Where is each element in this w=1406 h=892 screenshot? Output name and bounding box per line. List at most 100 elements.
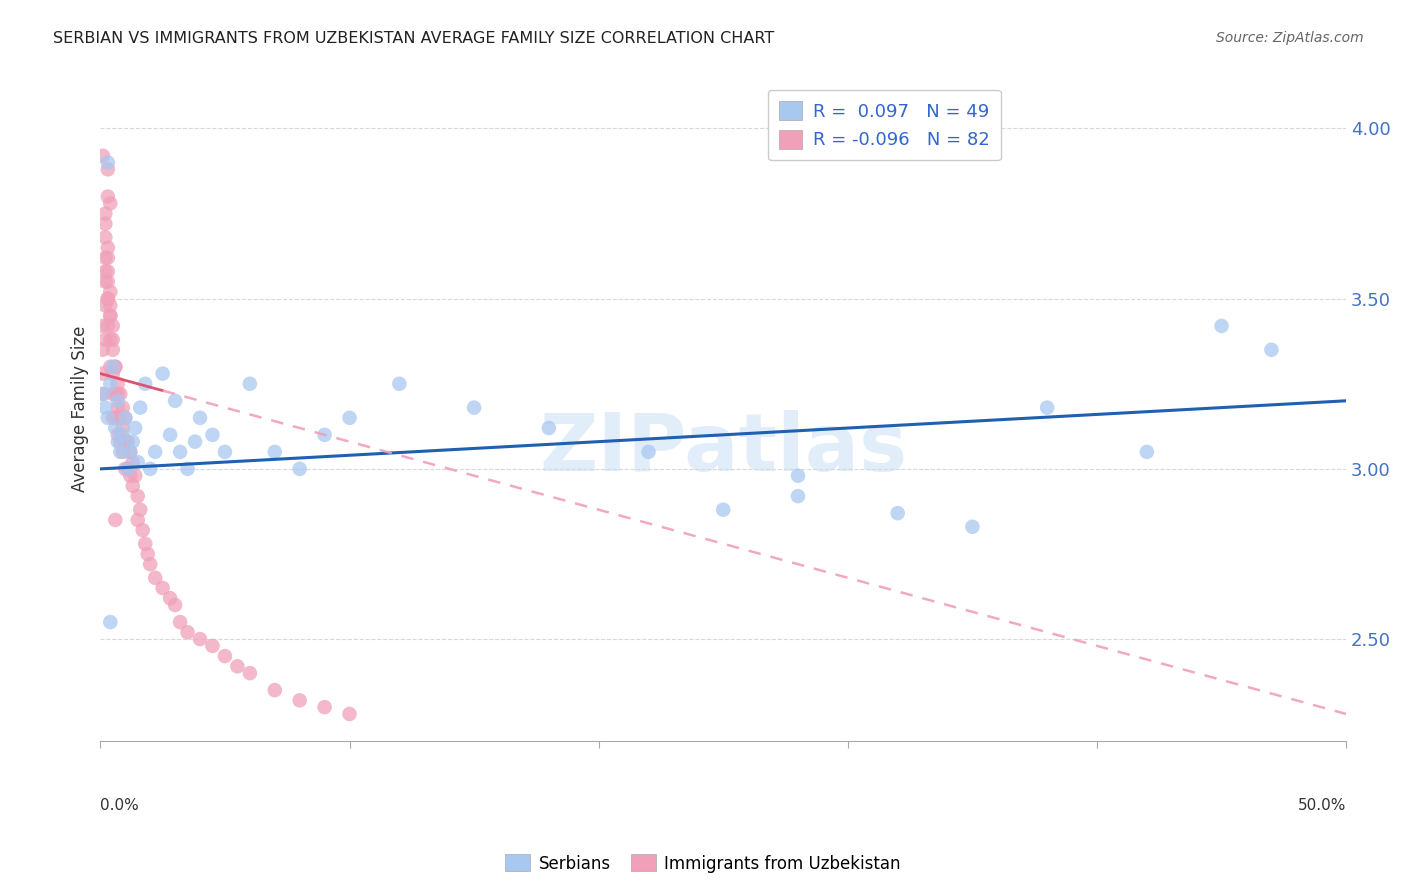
- Point: [94, 217, 117, 231]
- Point: [110, 410, 132, 425]
- Point: [214, 445, 236, 459]
- Point: [91, 387, 114, 401]
- Point: [143, 571, 166, 585]
- Point: [101, 367, 124, 381]
- Point: [97, 292, 120, 306]
- Point: [463, 401, 485, 415]
- Point: [121, 434, 143, 449]
- Point: [314, 700, 336, 714]
- Point: [107, 401, 129, 415]
- Point: [214, 649, 236, 664]
- Point: [117, 462, 139, 476]
- Text: Source: ZipAtlas.com: Source: ZipAtlas.com: [1216, 31, 1364, 45]
- Point: [1036, 401, 1059, 415]
- Point: [94, 275, 117, 289]
- Point: [107, 393, 129, 408]
- Point: [98, 359, 121, 374]
- Point: [124, 468, 146, 483]
- Point: [159, 591, 181, 606]
- Point: [124, 421, 146, 435]
- Point: [139, 462, 162, 476]
- Point: [787, 468, 810, 483]
- Point: [127, 513, 149, 527]
- Point: [97, 410, 120, 425]
- Point: [111, 427, 134, 442]
- Point: [98, 615, 121, 629]
- Point: [94, 264, 117, 278]
- Point: [134, 376, 156, 391]
- Point: [97, 155, 120, 169]
- Point: [127, 489, 149, 503]
- Point: [263, 683, 285, 698]
- Point: [121, 479, 143, 493]
- Point: [107, 376, 129, 391]
- Point: [97, 318, 120, 333]
- Point: [110, 387, 132, 401]
- Point: [97, 251, 120, 265]
- Point: [97, 292, 120, 306]
- Point: [152, 367, 174, 381]
- Point: [107, 427, 129, 442]
- Point: [787, 489, 810, 503]
- Point: [188, 632, 211, 646]
- Point: [104, 359, 127, 374]
- Point: [98, 309, 121, 323]
- Point: [98, 298, 121, 312]
- Point: [98, 196, 121, 211]
- Point: [97, 275, 120, 289]
- Point: [159, 427, 181, 442]
- Point: [94, 206, 117, 220]
- Point: [98, 376, 121, 391]
- Point: [184, 434, 207, 449]
- Point: [101, 410, 124, 425]
- Point: [288, 693, 311, 707]
- Point: [263, 445, 285, 459]
- Text: ZIPatlas: ZIPatlas: [538, 410, 907, 488]
- Point: [110, 434, 132, 449]
- Point: [107, 434, 129, 449]
- Point: [98, 333, 121, 347]
- Point: [111, 421, 134, 435]
- Point: [962, 520, 984, 534]
- Point: [165, 598, 187, 612]
- Point: [101, 387, 124, 401]
- Point: [121, 455, 143, 469]
- Point: [131, 523, 153, 537]
- Point: [101, 318, 124, 333]
- Point: [114, 462, 136, 476]
- Point: [129, 502, 152, 516]
- Point: [226, 659, 249, 673]
- Point: [101, 333, 124, 347]
- Point: [111, 445, 134, 459]
- Point: [139, 557, 162, 571]
- Point: [97, 264, 120, 278]
- Point: [711, 502, 734, 516]
- Point: [127, 455, 149, 469]
- Point: [120, 445, 142, 459]
- Point: [239, 376, 262, 391]
- Point: [239, 666, 262, 681]
- Point: [165, 393, 187, 408]
- Point: [94, 298, 117, 312]
- Point: [339, 410, 361, 425]
- Point: [114, 410, 136, 425]
- Point: [120, 468, 142, 483]
- Point: [91, 149, 114, 163]
- Point: [110, 445, 132, 459]
- Point: [117, 462, 139, 476]
- Point: [886, 506, 908, 520]
- Point: [134, 537, 156, 551]
- Legend: Serbians, Immigrants from Uzbekistan: Serbians, Immigrants from Uzbekistan: [499, 847, 907, 880]
- Point: [169, 445, 191, 459]
- Point: [111, 401, 134, 415]
- Point: [114, 410, 136, 425]
- Legend: R =  0.097   N = 49, R = -0.096   N = 82: R = 0.097 N = 49, R = -0.096 N = 82: [768, 90, 1001, 161]
- Point: [176, 462, 198, 476]
- Point: [152, 581, 174, 595]
- Point: [1260, 343, 1282, 357]
- Point: [91, 343, 114, 357]
- Point: [94, 251, 117, 265]
- Point: [388, 376, 411, 391]
- Point: [91, 387, 114, 401]
- Point: [637, 445, 659, 459]
